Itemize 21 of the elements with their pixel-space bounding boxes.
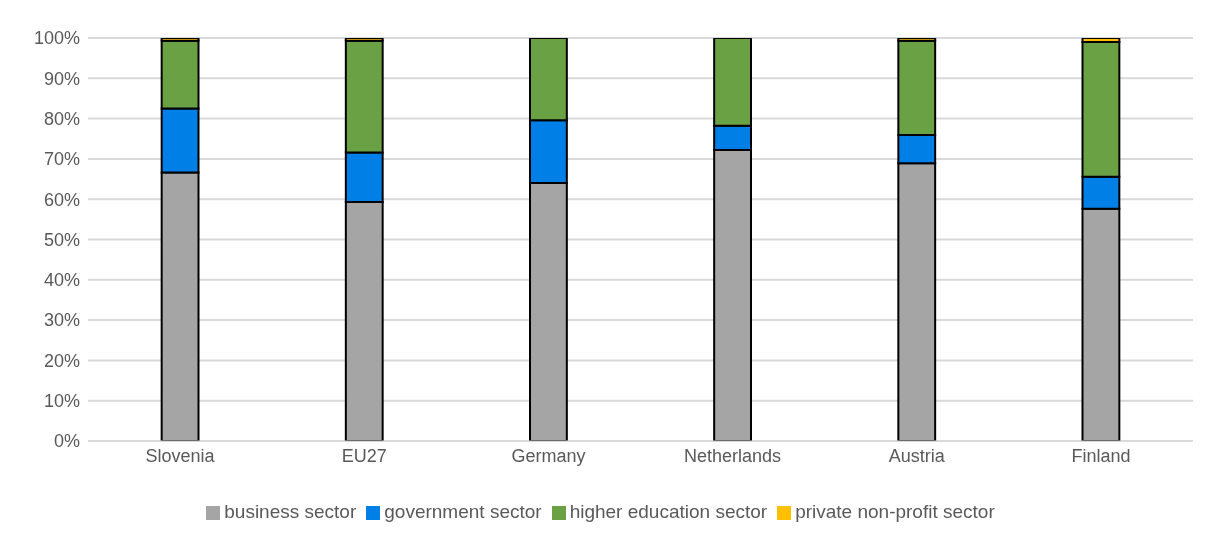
y-tick-label: 80% xyxy=(43,108,80,129)
y-tick-label: 10% xyxy=(43,391,80,412)
x-tick-label: Austria xyxy=(888,445,946,466)
y-tick-label: 50% xyxy=(43,229,80,250)
legend-label: private non-profit sector xyxy=(795,501,995,522)
y-tick-label: 70% xyxy=(43,149,80,170)
y-tick-label: 30% xyxy=(43,310,80,331)
x-tick-label: Netherlands xyxy=(684,445,782,466)
x-tick-label: Germany xyxy=(511,445,586,466)
x-tick-label: Slovenia xyxy=(145,445,216,466)
legend-label: government sector xyxy=(384,501,542,522)
x-tick-label: Finland xyxy=(1071,445,1131,466)
y-tick-label: 60% xyxy=(43,189,80,210)
y-tick-label: 90% xyxy=(43,68,80,89)
legend-label: higher education sector xyxy=(569,501,768,522)
y-tick-label: 0% xyxy=(53,431,80,452)
y-tick-label: 100% xyxy=(33,28,80,49)
y-tick-label: 20% xyxy=(43,350,80,371)
y-tick-label: 40% xyxy=(43,270,80,291)
x-tick-label: EU27 xyxy=(341,445,387,466)
legend-label: business sector xyxy=(224,501,357,522)
